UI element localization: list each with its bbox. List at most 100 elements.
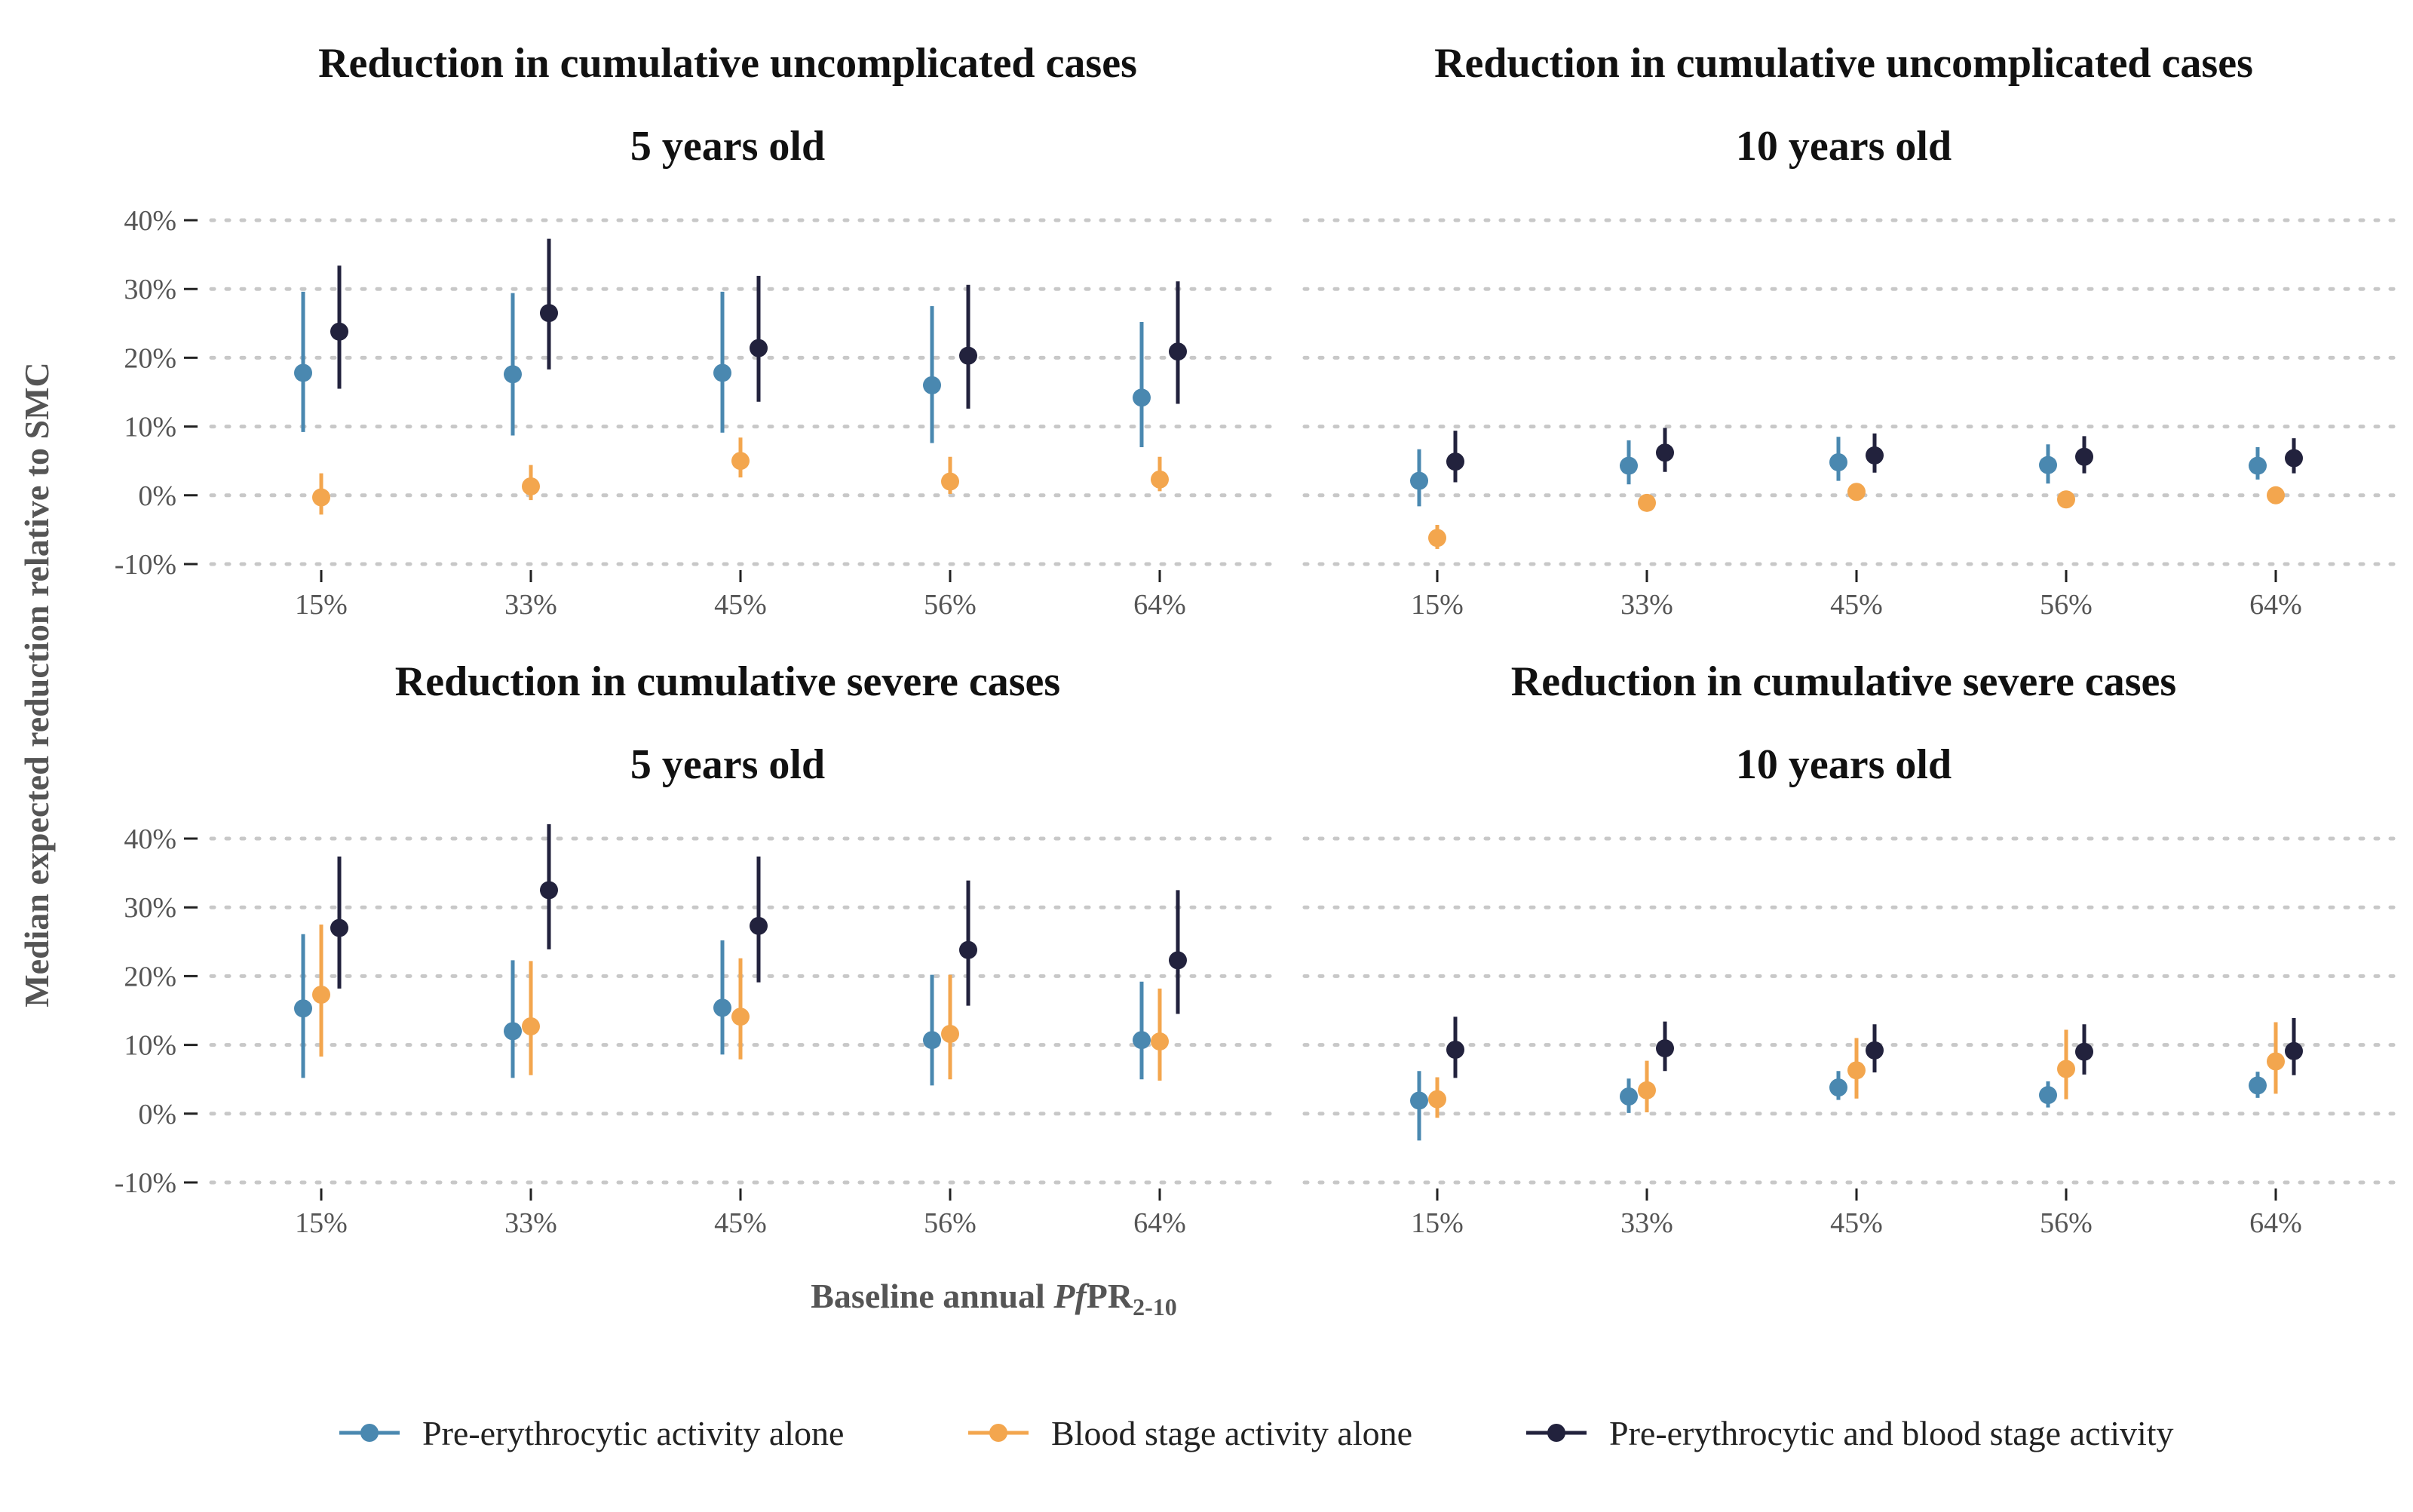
point-pre bbox=[1829, 1078, 1847, 1097]
x-tick-label: 45% bbox=[714, 1207, 767, 1239]
y-tick-label: 40% bbox=[124, 823, 176, 855]
legend: Pre-erythrocytic activity alone Blood sta… bbox=[339, 1414, 2174, 1452]
panel-title-line1: Reduction in cumulative uncomplicated ca… bbox=[318, 40, 1137, 87]
panel-title-line2: 10 years old bbox=[1736, 123, 1952, 170]
point-blood bbox=[522, 1017, 540, 1035]
point-both bbox=[1866, 1041, 1884, 1060]
y-axis-title: Median expected reduction relative to SM… bbox=[17, 362, 56, 1007]
point-blood bbox=[941, 1025, 959, 1044]
panel-4: Reduction in cumulative severe cases 10 y… bbox=[1302, 658, 2400, 1239]
x-tick-label: 45% bbox=[1830, 1207, 1883, 1239]
panel-title-line1: Reduction in cumulative severe cases bbox=[395, 658, 1060, 705]
point-both bbox=[1866, 446, 1884, 465]
point-pre bbox=[2249, 1076, 2267, 1095]
x-tick-label: 33% bbox=[504, 589, 557, 621]
point-pre bbox=[1620, 456, 1638, 475]
x-tick-label: 64% bbox=[2249, 589, 2302, 621]
panel-2: Reduction in cumulative uncomplicated ca… bbox=[1302, 40, 2400, 621]
legend-item-both: Pre-erythrocytic and blood stage activit… bbox=[1526, 1414, 2174, 1452]
point-blood bbox=[1428, 1090, 1446, 1109]
point-blood bbox=[941, 472, 959, 491]
legend-item-pre: Pre-erythrocytic activity alone bbox=[339, 1414, 844, 1452]
x-tick-label: 64% bbox=[2249, 1207, 2302, 1239]
point-blood bbox=[731, 1007, 750, 1026]
x-tick-label: 45% bbox=[1830, 589, 1883, 621]
legend-item-blood: Blood stage activity alone bbox=[968, 1414, 1412, 1452]
x-tick-label: 15% bbox=[295, 589, 348, 621]
point-blood bbox=[312, 986, 330, 1004]
panel-title-line2: 5 years old bbox=[630, 123, 825, 170]
x-axis-title-subscript: 2-10 bbox=[1133, 1293, 1177, 1320]
point-blood bbox=[731, 452, 750, 471]
point-pre bbox=[1620, 1087, 1638, 1106]
panel-title-line1: Reduction in cumulative severe cases bbox=[1511, 658, 2176, 705]
x-tick-label: 33% bbox=[1620, 1207, 1673, 1239]
x-axis-title-prefix: Baseline annual bbox=[811, 1277, 1053, 1315]
x-axis-title-main: PR bbox=[1087, 1277, 1133, 1315]
y-tick-label: 10% bbox=[124, 1030, 176, 1062]
point-blood bbox=[2267, 1052, 2285, 1071]
x-axis-title-italic: Pf bbox=[1053, 1277, 1090, 1315]
point-both bbox=[330, 322, 348, 341]
x-tick-label: 33% bbox=[1620, 589, 1673, 621]
point-blood bbox=[2267, 486, 2285, 505]
x-tick-label: 64% bbox=[1133, 1207, 1186, 1239]
legend-label: Blood stage activity alone bbox=[1051, 1414, 1412, 1452]
point-blood bbox=[1847, 483, 1866, 501]
panel-title-line2: 5 years old bbox=[630, 741, 825, 788]
x-tick-label: 56% bbox=[924, 589, 977, 621]
point-both bbox=[1656, 1039, 1674, 1058]
point-pre bbox=[1133, 1031, 1151, 1050]
legend-key-point bbox=[989, 1424, 1007, 1442]
point-blood bbox=[312, 488, 330, 507]
point-pre bbox=[1829, 453, 1847, 472]
point-both bbox=[750, 916, 768, 935]
point-pre bbox=[1133, 388, 1151, 407]
point-both bbox=[330, 919, 348, 937]
point-both bbox=[2285, 449, 2303, 468]
point-both bbox=[540, 304, 558, 323]
x-tick-label: 56% bbox=[2040, 1207, 2093, 1239]
y-tick-label: 20% bbox=[124, 342, 176, 374]
y-tick-label: 40% bbox=[124, 205, 176, 237]
x-tick-label: 33% bbox=[504, 1207, 557, 1239]
legend-label: Pre-erythrocytic activity alone bbox=[422, 1414, 844, 1452]
point-pre bbox=[294, 363, 312, 382]
point-blood bbox=[1151, 470, 1169, 489]
point-blood bbox=[1151, 1032, 1169, 1051]
point-blood bbox=[1638, 493, 1656, 512]
x-tick-label: 56% bbox=[924, 1207, 977, 1239]
point-pre bbox=[1410, 1091, 1428, 1110]
point-both bbox=[2075, 447, 2093, 466]
x-tick-label: 15% bbox=[295, 1207, 348, 1239]
point-both bbox=[1446, 452, 1464, 471]
legend-key-point bbox=[1547, 1424, 1565, 1442]
x-tick-label: 64% bbox=[1133, 589, 1186, 621]
x-tick-label: 15% bbox=[1411, 589, 1464, 621]
y-tick-label: -10% bbox=[115, 549, 176, 581]
point-pre bbox=[2249, 456, 2267, 475]
point-pre bbox=[713, 363, 731, 382]
panel-1: Reduction in cumulative uncomplicated ca… bbox=[115, 40, 1284, 621]
panel-title-line2: 10 years old bbox=[1736, 741, 1952, 788]
x-tick-label: 45% bbox=[714, 589, 767, 621]
y-tick-label: 0% bbox=[138, 1099, 176, 1130]
point-pre bbox=[504, 365, 522, 384]
point-both bbox=[2285, 1041, 2303, 1060]
point-both bbox=[1169, 342, 1187, 361]
point-pre bbox=[2039, 455, 2057, 474]
point-pre bbox=[713, 998, 731, 1017]
y-tick-label: -10% bbox=[115, 1167, 176, 1199]
point-blood bbox=[522, 477, 540, 495]
point-blood bbox=[1428, 529, 1446, 547]
point-both bbox=[2075, 1042, 2093, 1061]
panel-title-line1: Reduction in cumulative uncomplicated ca… bbox=[1434, 40, 2253, 87]
point-both bbox=[1656, 443, 1674, 462]
point-both bbox=[1169, 951, 1187, 970]
point-both bbox=[540, 881, 558, 900]
y-tick-label: 30% bbox=[124, 274, 176, 305]
point-pre bbox=[2039, 1086, 2057, 1105]
panel-3: Reduction in cumulative severe cases 5 ye… bbox=[115, 658, 1284, 1239]
